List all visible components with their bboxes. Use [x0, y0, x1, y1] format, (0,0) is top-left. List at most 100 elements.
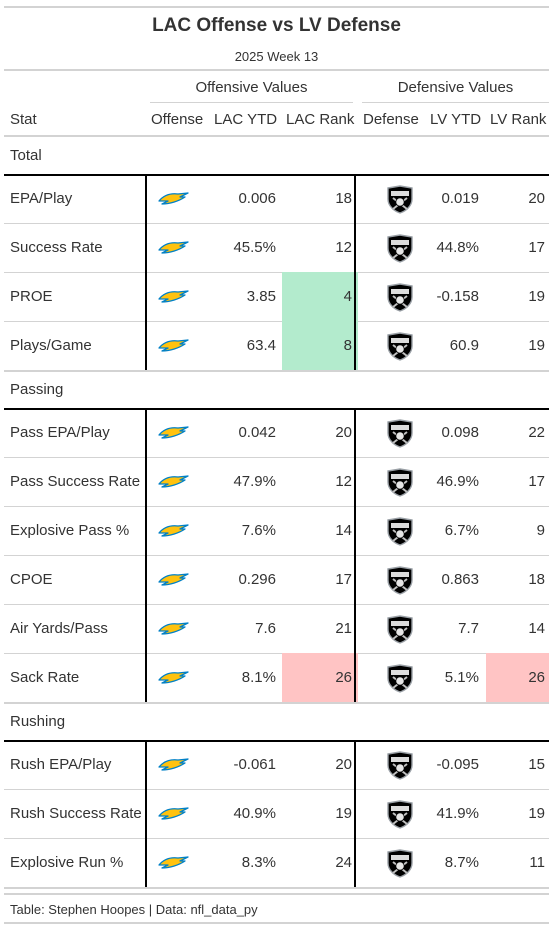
chargers-bolt-icon — [158, 272, 190, 321]
lv-rank-value: 19 — [528, 337, 545, 354]
chargers-bolt-icon — [158, 321, 190, 370]
offense-divider-line — [145, 408, 147, 702]
stat-label: CPOE — [10, 571, 53, 588]
stat-label: Plays/Game — [10, 337, 92, 354]
source-note: Table: Stephen Hoopes | Data: nfl_data_p… — [10, 902, 258, 917]
group-label-rushing: Rushing — [10, 713, 66, 730]
chargers-bolt-icon — [158, 838, 190, 887]
col-header-lv-rank: LV Rank — [490, 111, 547, 128]
lac-ytd-value: 45.5% — [233, 239, 276, 256]
chargers-bolt-icon — [158, 474, 189, 488]
stat-label: Sack Rate — [10, 669, 80, 686]
column-header-border — [4, 135, 549, 137]
chargers-bolt-icon — [158, 506, 190, 555]
raiders-shield-icon — [387, 799, 413, 829]
lv-rank-value: 15 — [528, 756, 545, 773]
chargers-bolt-icon — [158, 338, 189, 352]
lv-rank-value: 11 — [529, 854, 545, 871]
table-row: Rush Success Rate 40.9% 19 41.9% 19 — [4, 789, 549, 838]
lac-rank-value: 26 — [282, 653, 358, 702]
stat-label: Air Yards/Pass — [10, 620, 108, 637]
chargers-bolt-icon — [158, 572, 189, 586]
chargers-bolt-icon — [158, 425, 189, 439]
lv-ytd-value: 6.7% — [444, 522, 479, 539]
lac-rank-value: 19 — [335, 805, 352, 822]
lac-ytd-value: 3.85 — [246, 288, 276, 305]
lac-ytd-value: 8.3% — [241, 854, 276, 871]
chargers-bolt-icon — [158, 670, 189, 684]
col-header-defense: Defense — [363, 111, 419, 128]
raiders-shield-icon — [382, 408, 418, 457]
lac-rank-value: 12 — [335, 239, 352, 256]
lv-rank-value: 17 — [528, 473, 545, 490]
raiders-shield-icon — [382, 740, 418, 789]
col-header-lv-ytd: LV YTD — [430, 111, 482, 128]
chargers-bolt-icon — [158, 457, 190, 506]
offense-divider-line — [145, 174, 147, 370]
footer-border — [4, 922, 549, 924]
raiders-shield-icon — [382, 604, 418, 653]
stat-label: PROE — [10, 288, 53, 305]
raiders-shield-icon — [382, 653, 418, 702]
chargers-bolt-icon — [158, 408, 190, 457]
raiders-shield-icon — [382, 506, 418, 555]
lv-rank-value: 19 — [528, 288, 545, 305]
lac-rank-value: 24 — [335, 854, 352, 871]
defensive-spanner-line — [362, 102, 549, 103]
lac-rank-value: 14 — [335, 522, 352, 539]
chargers-bolt-icon — [158, 806, 189, 820]
offensive-values-spanner: Offensive Values — [195, 79, 308, 96]
stat-label: Explosive Pass % — [10, 522, 130, 539]
stat-label: Pass EPA/Play — [10, 424, 110, 441]
row-divider — [4, 272, 549, 273]
offense-divider-line — [145, 740, 147, 887]
offensive-spanner-line — [150, 102, 353, 103]
lac-ytd-value: 47.9% — [233, 473, 276, 490]
table-row: Pass Success Rate 47.9% 12 46.9% 17 — [4, 457, 549, 506]
raiders-shield-icon — [382, 174, 418, 223]
lac-rank-value: 8 — [282, 321, 358, 370]
lv-ytd-value: 60.9 — [449, 337, 479, 354]
chargers-bolt-icon — [158, 555, 190, 604]
lv-ytd-value: 8.7% — [444, 854, 479, 871]
lv-ytd-value: 0.098 — [441, 424, 479, 441]
chargers-bolt-icon — [158, 621, 189, 635]
lac-ytd-value: 0.042 — [238, 424, 276, 441]
raiders-shield-icon — [387, 750, 413, 780]
defense-divider-line — [354, 740, 356, 887]
raiders-shield-icon — [382, 321, 418, 370]
lv-ytd-value: 0.019 — [441, 190, 479, 207]
defensive-values-spanner: Defensive Values — [397, 79, 514, 96]
stat-label: EPA/Play — [10, 190, 73, 207]
raiders-shield-icon — [382, 457, 418, 506]
chargers-bolt-icon — [158, 240, 189, 254]
raiders-shield-icon — [387, 282, 413, 312]
col-header-offense: Offense — [151, 111, 204, 128]
table-row: Explosive Run % 8.3% 24 8.7% 11 — [4, 838, 549, 887]
table-row: Success Rate 45.5% 12 44.8% 17 — [4, 223, 549, 272]
raiders-shield-icon — [387, 614, 413, 644]
chargers-bolt-icon — [158, 289, 189, 303]
group-label-passing: Passing — [10, 381, 64, 398]
raiders-shield-icon — [382, 555, 418, 604]
stat-label: Success Rate — [10, 239, 103, 256]
lac-ytd-value: 0.006 — [238, 190, 276, 207]
table-bottom-border — [4, 893, 549, 895]
lv-rank-value: 9 — [536, 522, 545, 539]
raiders-shield-icon — [387, 233, 413, 263]
lv-ytd-value: 44.8% — [436, 239, 479, 256]
lv-rank-value: 20 — [528, 190, 545, 207]
row-divider — [4, 457, 549, 458]
raiders-shield-icon — [387, 848, 413, 878]
stat-label: Explosive Run % — [10, 854, 124, 871]
row-divider — [4, 887, 549, 889]
defense-divider-line — [354, 408, 356, 702]
table-row: Explosive Pass % 7.6% 14 6.7% 9 — [4, 506, 549, 555]
group-top-border — [4, 408, 549, 410]
lac-rank-value: 20 — [335, 756, 352, 773]
lv-rank-value: 18 — [528, 571, 545, 588]
lac-rank-value: 12 — [335, 473, 352, 490]
defense-divider-line — [354, 174, 356, 370]
header-border — [4, 69, 549, 71]
lv-ytd-value: -0.158 — [436, 288, 479, 305]
